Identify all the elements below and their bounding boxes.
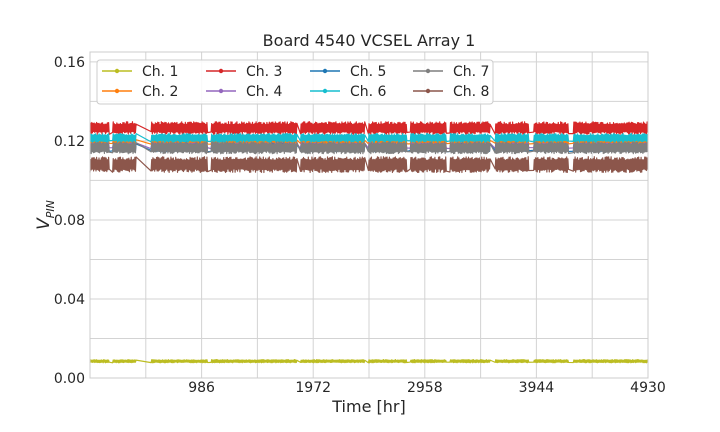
legend-label: Ch. 1	[142, 64, 178, 80]
legend-label: Ch. 4	[246, 84, 283, 100]
legend-entry: Ch. 4	[206, 84, 283, 100]
legend-entry: Ch. 6	[310, 84, 387, 100]
legend-entry: Ch. 2	[102, 84, 178, 100]
legend-entry: Ch. 3	[206, 64, 282, 80]
y-tick-label: 0.00	[54, 371, 85, 387]
series-line	[89, 359, 649, 364]
legend-label: Ch. 3	[246, 64, 282, 80]
x-tick-label: 2958	[407, 380, 443, 396]
y-axis-label-subscript: PIN	[44, 200, 57, 218]
y-tick-label: 0.04	[54, 292, 85, 308]
legend-swatch-marker	[425, 68, 431, 74]
x-tick-label: 1972	[295, 380, 331, 396]
y-tick-label: 0.12	[54, 134, 85, 150]
legend-swatch-marker	[114, 68, 120, 74]
series-line	[89, 133, 649, 143]
chart-title: Board 4540 VCSEL Array 1	[263, 31, 476, 50]
legend-entry: Ch. 5	[310, 64, 386, 80]
y-axis-label-base: V	[34, 217, 54, 230]
legend-entry: Ch. 1	[102, 64, 178, 80]
legend-swatch-marker	[425, 88, 431, 94]
series-line	[89, 141, 649, 155]
legend-entry: Ch. 7	[413, 64, 489, 80]
legend-box	[96, 59, 494, 105]
legend-entry: Ch. 8	[413, 84, 489, 100]
series-line	[89, 121, 649, 135]
y-axis-label: VPIN	[34, 200, 57, 230]
legend-label: Ch. 7	[453, 64, 489, 80]
legend-swatch-marker	[218, 68, 224, 74]
legend: Ch. 1 Ch. 2 Ch. 3 Ch. 4 Ch. 5 Ch. 6 Ch. 7 Ch. 8	[96, 59, 494, 105]
legend-label: Ch. 8	[453, 84, 489, 100]
x-tick-label: 4930	[630, 380, 666, 396]
x-tick-labels: 986 1972 2958 3944 4930	[188, 380, 666, 396]
legend-swatch-marker	[218, 88, 224, 94]
legend-swatch-marker	[114, 88, 120, 94]
legend-label: Ch. 6	[350, 84, 387, 100]
series-line	[89, 156, 649, 174]
y-tick-label: 0.08	[54, 213, 85, 229]
legend-label: Ch. 2	[142, 84, 178, 100]
legend-label: Ch. 5	[350, 64, 386, 80]
legend-swatch-marker	[322, 88, 328, 94]
series-lines	[89, 121, 649, 364]
x-tick-label: 3944	[519, 380, 555, 396]
legend-swatch-marker	[322, 68, 328, 74]
plot-frame	[89, 51, 649, 379]
x-axis-label: Time [hr]	[331, 397, 405, 416]
y-tick-labels: 0.00 0.04 0.08 0.12 0.16	[54, 55, 85, 387]
y-tick-label: 0.16	[54, 55, 85, 71]
x-tick-label: 986	[188, 380, 215, 396]
